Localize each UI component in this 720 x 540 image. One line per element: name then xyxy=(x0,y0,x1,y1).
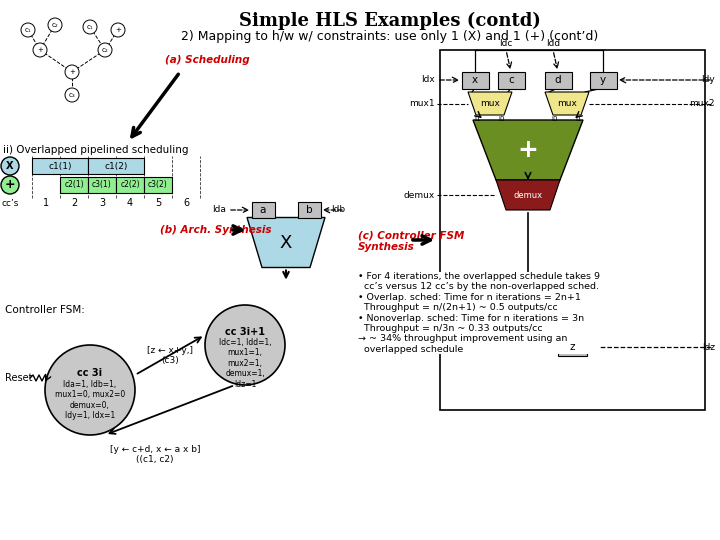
Text: c2(1): c2(1) xyxy=(64,180,84,190)
FancyBboxPatch shape xyxy=(297,202,320,218)
Text: cc 3i: cc 3i xyxy=(78,368,102,378)
Text: ldb: ldb xyxy=(331,206,345,214)
Text: +: + xyxy=(518,138,539,162)
Polygon shape xyxy=(545,92,589,115)
Text: mux: mux xyxy=(557,99,577,108)
Text: c1(1): c1(1) xyxy=(48,161,72,171)
Text: [y ← c+d, x ← a x b]
((c1, c2): [y ← c+d, x ← a x b] ((c1, c2) xyxy=(109,445,200,464)
Text: c₁: c₁ xyxy=(86,24,94,30)
Text: +: + xyxy=(5,179,15,192)
FancyBboxPatch shape xyxy=(144,177,172,193)
FancyBboxPatch shape xyxy=(544,71,572,89)
FancyBboxPatch shape xyxy=(88,177,116,193)
Text: ldx: ldx xyxy=(421,76,435,84)
Text: c3(1): c3(1) xyxy=(92,180,112,190)
Polygon shape xyxy=(468,92,512,115)
Text: ii) Overlapped pipelined scheduling: ii) Overlapped pipelined scheduling xyxy=(3,145,189,155)
Text: b: b xyxy=(306,205,312,215)
Text: +: + xyxy=(37,47,43,53)
Text: cc 3i+1: cc 3i+1 xyxy=(225,327,265,337)
Text: (b) Arch. Synthesis: (b) Arch. Synthesis xyxy=(160,225,271,235)
Text: [z ← x+y,]
(c3): [z ← x+y,] (c3) xyxy=(147,346,193,365)
Text: Controller FSM:: Controller FSM: xyxy=(5,305,85,315)
Text: 4: 4 xyxy=(127,198,133,208)
Text: Simple HLS Examples (contd): Simple HLS Examples (contd) xyxy=(239,12,541,30)
Text: I0: I0 xyxy=(499,116,505,122)
Text: c2(2): c2(2) xyxy=(120,180,140,190)
FancyBboxPatch shape xyxy=(60,177,88,193)
Text: X: X xyxy=(280,233,292,252)
Text: ldc: ldc xyxy=(499,39,513,48)
Text: mux: mux xyxy=(480,99,500,108)
FancyBboxPatch shape xyxy=(440,50,705,410)
Circle shape xyxy=(48,18,62,32)
Circle shape xyxy=(1,157,19,175)
Text: c1(2): c1(2) xyxy=(104,161,127,171)
FancyBboxPatch shape xyxy=(462,71,488,89)
Text: demux: demux xyxy=(513,191,543,199)
Text: • For 4 iterations, the overlapped schedule takes 9
  cc’s versus 12 cc’s by the: • For 4 iterations, the overlapped sched… xyxy=(358,272,600,354)
Text: d: d xyxy=(554,75,562,85)
Text: I0: I0 xyxy=(552,116,558,122)
Text: (a) Scheduling: (a) Scheduling xyxy=(165,55,250,65)
Text: ldc=1, ldd=1,
mux1=1,
mux2=1,
demux=1,
ldz=1: ldc=1, ldd=1, mux1=1, mux2=1, demux=1, l… xyxy=(219,338,271,389)
Polygon shape xyxy=(473,120,583,180)
FancyBboxPatch shape xyxy=(88,158,144,174)
Text: ldd: ldd xyxy=(546,39,560,48)
Text: lda: lda xyxy=(212,206,226,214)
Text: 3: 3 xyxy=(99,198,105,208)
Polygon shape xyxy=(496,180,560,210)
Text: mux1: mux1 xyxy=(410,99,435,108)
Text: cc’s: cc’s xyxy=(2,199,19,207)
Text: +: + xyxy=(69,69,75,75)
Circle shape xyxy=(21,23,35,37)
Text: a: a xyxy=(260,205,266,215)
Circle shape xyxy=(83,20,97,34)
Text: 2: 2 xyxy=(71,198,77,208)
FancyBboxPatch shape xyxy=(116,177,144,193)
Circle shape xyxy=(111,23,125,37)
Text: c3(2): c3(2) xyxy=(148,180,168,190)
FancyBboxPatch shape xyxy=(558,339,587,355)
Text: ldy: ldy xyxy=(701,76,715,84)
FancyBboxPatch shape xyxy=(498,71,524,89)
Circle shape xyxy=(205,305,285,385)
Circle shape xyxy=(1,176,19,194)
Circle shape xyxy=(33,43,47,57)
Text: X: X xyxy=(6,161,14,171)
Text: (c) Controller FSM
Synthesis: (c) Controller FSM Synthesis xyxy=(358,230,464,252)
Text: I1: I1 xyxy=(474,116,481,122)
Text: c₂: c₂ xyxy=(102,47,109,53)
Text: 5: 5 xyxy=(155,198,161,208)
Text: 1: 1 xyxy=(43,198,49,208)
Text: c₃: c₃ xyxy=(68,92,76,98)
FancyBboxPatch shape xyxy=(32,158,88,174)
Text: Reset: Reset xyxy=(5,373,32,383)
FancyBboxPatch shape xyxy=(251,202,274,218)
Text: 6: 6 xyxy=(183,198,189,208)
Circle shape xyxy=(65,88,79,102)
FancyBboxPatch shape xyxy=(590,71,616,89)
Text: c: c xyxy=(508,75,514,85)
Text: 2) Mapping to h/w w/ constraints: use only 1 (X) and 1 (+) (cont’d): 2) Mapping to h/w w/ constraints: use on… xyxy=(181,30,598,43)
Text: y: y xyxy=(600,75,606,85)
Polygon shape xyxy=(247,218,325,267)
Text: lda=1, ldb=1,
mux1=0, mux2=0
demux=0,
ldy=1, ldx=1: lda=1, ldb=1, mux1=0, mux2=0 demux=0, ld… xyxy=(55,380,125,420)
Text: +: + xyxy=(115,27,121,33)
Text: c₂: c₂ xyxy=(52,22,58,28)
Text: mux2: mux2 xyxy=(690,99,715,108)
Text: ldz: ldz xyxy=(702,342,715,352)
Circle shape xyxy=(45,345,135,435)
Circle shape xyxy=(98,43,112,57)
Text: z: z xyxy=(570,342,575,352)
Circle shape xyxy=(65,65,79,79)
Text: x: x xyxy=(472,75,478,85)
Text: demux: demux xyxy=(404,191,435,199)
Text: c₁: c₁ xyxy=(24,27,31,33)
Text: I1: I1 xyxy=(576,116,582,122)
